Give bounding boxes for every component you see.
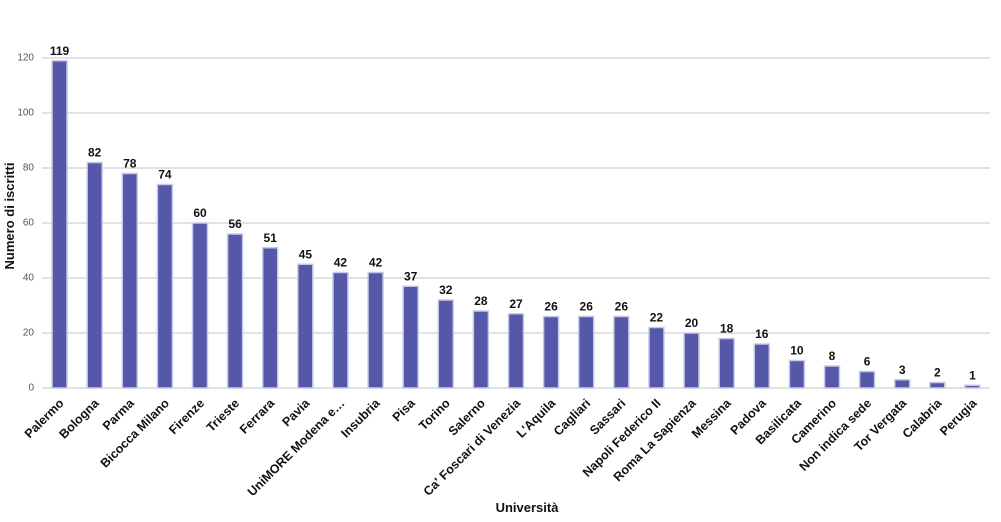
bar — [929, 381, 946, 389]
y-tick-label: 80 — [23, 163, 35, 174]
bar — [648, 326, 665, 389]
x-axis-title: Università — [496, 500, 560, 515]
bar — [823, 365, 841, 389]
value-label: 42 — [334, 256, 348, 270]
bar — [86, 161, 103, 389]
bar — [121, 172, 139, 389]
bar — [893, 379, 911, 389]
bar — [577, 315, 595, 389]
x-tick-label: Pisa — [390, 395, 419, 424]
bar — [191, 222, 209, 389]
bar — [261, 247, 279, 389]
value-label: 26 — [544, 300, 558, 314]
bar — [788, 359, 806, 389]
value-label: 22 — [650, 311, 664, 325]
bar — [718, 337, 735, 389]
value-label: 82 — [88, 146, 102, 160]
value-label: 27 — [509, 297, 523, 311]
y-tick-label: 0 — [28, 383, 34, 394]
y-tick-label: 60 — [23, 218, 35, 229]
y-tick-label: 120 — [17, 53, 34, 64]
bar — [367, 271, 384, 389]
x-tick-label: L'Aquila — [514, 395, 559, 440]
x-tick-label: Calabria — [900, 395, 946, 441]
value-label: 28 — [474, 294, 488, 308]
y-tick-label: 40 — [23, 273, 35, 284]
bar — [964, 384, 981, 389]
value-label: 74 — [158, 168, 172, 182]
bar — [542, 315, 560, 389]
value-label: 26 — [580, 300, 594, 314]
value-label: 26 — [615, 300, 629, 314]
bar — [858, 370, 876, 389]
value-label: 78 — [123, 157, 137, 171]
value-label: 20 — [685, 316, 699, 330]
x-tick-label: Ferrara — [237, 395, 278, 436]
x-tick-label: Cagliari — [551, 396, 593, 438]
value-label: 56 — [228, 217, 242, 231]
value-label: 119 — [50, 44, 70, 58]
x-tick-label: Bologna — [57, 395, 103, 441]
bar — [613, 315, 630, 389]
x-tick-label: Insubria — [338, 395, 383, 440]
x-tick-label: Pavia — [279, 395, 313, 429]
bar — [402, 285, 419, 389]
bar — [753, 343, 771, 389]
value-label: 6 — [864, 355, 871, 369]
value-label: 45 — [299, 247, 313, 261]
value-label: 60 — [193, 206, 207, 220]
value-label: 16 — [755, 327, 769, 341]
value-label: 37 — [404, 269, 418, 283]
bar — [226, 233, 244, 389]
value-label: 18 — [720, 322, 734, 336]
bar — [297, 263, 314, 389]
bar — [51, 60, 68, 389]
y-tick-label: 20 — [23, 328, 35, 339]
value-label: 32 — [439, 283, 453, 297]
value-label: 42 — [369, 256, 383, 270]
y-axis-title: Numero di iscritti — [2, 163, 17, 270]
bar — [156, 183, 174, 389]
value-label: 10 — [790, 344, 804, 358]
value-label: 2 — [934, 366, 941, 380]
value-label: 51 — [264, 231, 278, 245]
value-label: 3 — [899, 363, 906, 377]
x-tick-label: Messina — [689, 395, 735, 441]
bar — [332, 271, 349, 389]
y-tick-label: 100 — [17, 108, 34, 119]
x-tick-label: Trieste — [204, 396, 242, 434]
value-label: 8 — [829, 349, 836, 363]
bar — [472, 310, 490, 389]
bar — [507, 313, 525, 389]
value-label: 1 — [969, 368, 976, 382]
x-tick-label: Perugia — [937, 395, 980, 438]
bar — [437, 299, 455, 389]
x-tick-label: Firenze — [166, 396, 207, 437]
bar — [683, 332, 700, 389]
